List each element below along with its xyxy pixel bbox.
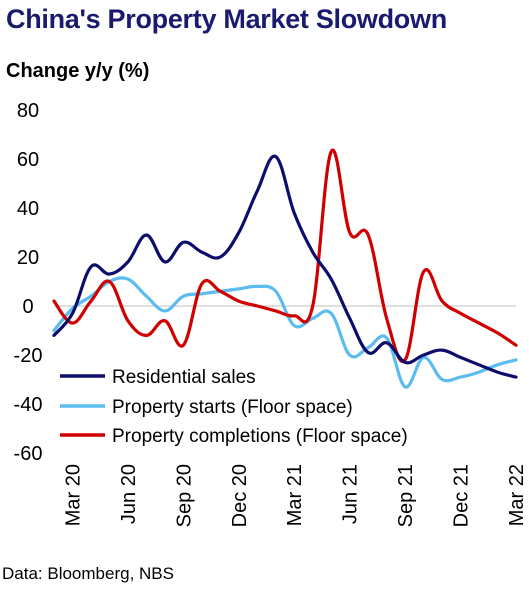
y-tick-label: -60 xyxy=(14,443,43,465)
y-tick-label: -20 xyxy=(14,345,43,367)
y-tick-label: 20 xyxy=(17,247,39,269)
y-axis-label: Change y/y (%) xyxy=(6,60,150,82)
x-tick-label: Dec 21 xyxy=(451,464,473,527)
legend-item: Residential sales xyxy=(60,367,256,388)
y-tick-label: 0 xyxy=(22,296,33,318)
x-tick-label: Jun 21 xyxy=(340,464,362,524)
x-tick-label: Mar 22 xyxy=(506,464,528,526)
legend-label: Property starts (Floor space) xyxy=(112,397,353,418)
y-tick-label: 80 xyxy=(17,100,39,122)
y-tick-label: 40 xyxy=(17,198,39,220)
y-tick-label: 60 xyxy=(17,149,39,171)
source-note: Data: Bloomberg, NBS xyxy=(2,564,174,583)
legend-label: Residential sales xyxy=(112,367,256,388)
x-tick-label: Dec 20 xyxy=(229,464,251,527)
chart-title: China's Property Market Slowdown xyxy=(6,4,447,34)
x-tick-label: Mar 20 xyxy=(62,464,84,526)
x-tick-label: Jun 20 xyxy=(118,464,140,524)
legend-label: Property completions (Floor space) xyxy=(112,426,408,447)
series-line-property-completions-floor-space xyxy=(52,148,518,364)
series-line-residential-sales xyxy=(52,154,518,379)
x-tick-label: Sep 21 xyxy=(395,464,417,527)
x-tick-label: Mar 21 xyxy=(284,464,306,526)
legend-item: Property completions (Floor space) xyxy=(60,426,408,447)
series-line-property-starts-floor-space xyxy=(52,276,518,389)
legend-item: Property starts (Floor space) xyxy=(60,397,353,418)
x-tick-label: Sep 20 xyxy=(173,464,195,527)
y-tick-label: -40 xyxy=(14,394,43,416)
